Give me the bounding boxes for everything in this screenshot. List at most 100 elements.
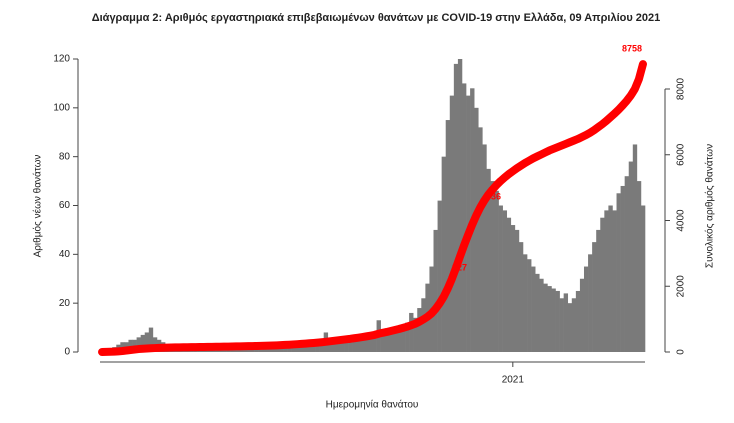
bar — [246, 349, 251, 352]
bar — [144, 332, 150, 352]
bar — [331, 342, 337, 352]
bar — [234, 349, 239, 352]
bar — [531, 266, 536, 352]
bar — [335, 342, 341, 352]
bar — [527, 259, 532, 352]
bar — [514, 229, 520, 352]
bar — [348, 339, 353, 352]
bar — [413, 317, 418, 352]
bar — [478, 127, 483, 352]
bar — [498, 205, 503, 352]
bar — [437, 200, 442, 352]
bar — [352, 337, 357, 352]
bar — [384, 332, 390, 352]
bar — [604, 210, 609, 352]
bar — [547, 286, 552, 352]
bar — [632, 144, 638, 352]
bar — [486, 168, 491, 352]
y2-tick-label: 8000 — [676, 77, 687, 100]
bar — [222, 349, 227, 352]
bar — [494, 190, 499, 352]
bar — [461, 83, 467, 353]
bar — [368, 334, 373, 352]
y-tick-label: 40 — [59, 249, 71, 260]
chart-title: Διάγραμμα 2: Αριθμός εργαστηριακά επιβεβ… — [92, 12, 661, 24]
bar — [315, 342, 320, 352]
y-tick-label: 20 — [59, 298, 71, 309]
bar — [311, 342, 316, 352]
bar — [270, 347, 276, 352]
bar — [238, 349, 243, 352]
y-tick-label: 100 — [53, 102, 70, 113]
bar — [388, 330, 394, 352]
bar — [140, 334, 146, 352]
annotation: 227 — [452, 262, 467, 272]
bar — [502, 210, 508, 352]
bar — [612, 210, 617, 352]
bar — [213, 349, 219, 352]
bar — [392, 327, 398, 352]
bar — [242, 349, 247, 352]
bar — [600, 217, 605, 352]
bar — [559, 298, 564, 352]
y2-tick-label: 0 — [676, 349, 687, 355]
bar — [571, 298, 577, 352]
bar — [628, 161, 634, 352]
bar — [457, 59, 463, 352]
bar — [344, 339, 349, 352]
bar — [636, 181, 642, 352]
bar — [449, 95, 455, 352]
bar — [433, 229, 438, 352]
bar — [620, 185, 625, 352]
bar — [128, 339, 133, 352]
bar — [518, 242, 524, 352]
bar — [482, 144, 487, 352]
bar — [510, 225, 516, 352]
cumulative-line — [98, 60, 647, 356]
y-tick-label: 60 — [59, 200, 71, 211]
bar — [303, 344, 308, 352]
bar — [372, 332, 377, 352]
bar — [441, 156, 447, 352]
y2-tick-label: 2000 — [676, 275, 687, 298]
bar — [592, 242, 597, 352]
bar — [596, 229, 601, 352]
y2-tick-label: 4000 — [676, 209, 687, 232]
bar — [588, 254, 593, 352]
bar — [535, 273, 540, 352]
bar — [136, 337, 141, 352]
x-tick-label: 2021 — [502, 375, 525, 386]
bar — [417, 308, 422, 352]
bar — [274, 347, 280, 352]
bar — [567, 303, 573, 352]
y-tick-label: 120 — [53, 54, 70, 65]
bar — [453, 63, 459, 353]
bar — [400, 325, 406, 352]
bar — [551, 288, 556, 352]
bar — [299, 344, 304, 352]
bar — [506, 217, 512, 352]
bar — [543, 283, 548, 352]
bar — [522, 254, 528, 352]
bar — [339, 339, 345, 352]
bar — [327, 339, 333, 352]
bar — [579, 278, 585, 352]
x-axis-label: Ημερομηνία θανάτου — [326, 399, 419, 411]
bar — [278, 347, 284, 352]
bar — [230, 349, 235, 352]
y2-tick-label: 6000 — [676, 143, 687, 166]
bar — [217, 349, 223, 352]
bar — [555, 290, 560, 352]
bar — [583, 266, 589, 352]
y-tick-label: 80 — [59, 151, 71, 162]
bar — [445, 120, 451, 353]
bar — [616, 193, 621, 352]
bar — [319, 342, 324, 352]
bar — [148, 327, 154, 352]
bar — [258, 349, 263, 352]
bar — [396, 327, 402, 352]
bar — [307, 344, 312, 352]
bar — [226, 349, 231, 352]
y2-axis-label: Συνολικός αριθμός θανάτων — [704, 144, 716, 268]
